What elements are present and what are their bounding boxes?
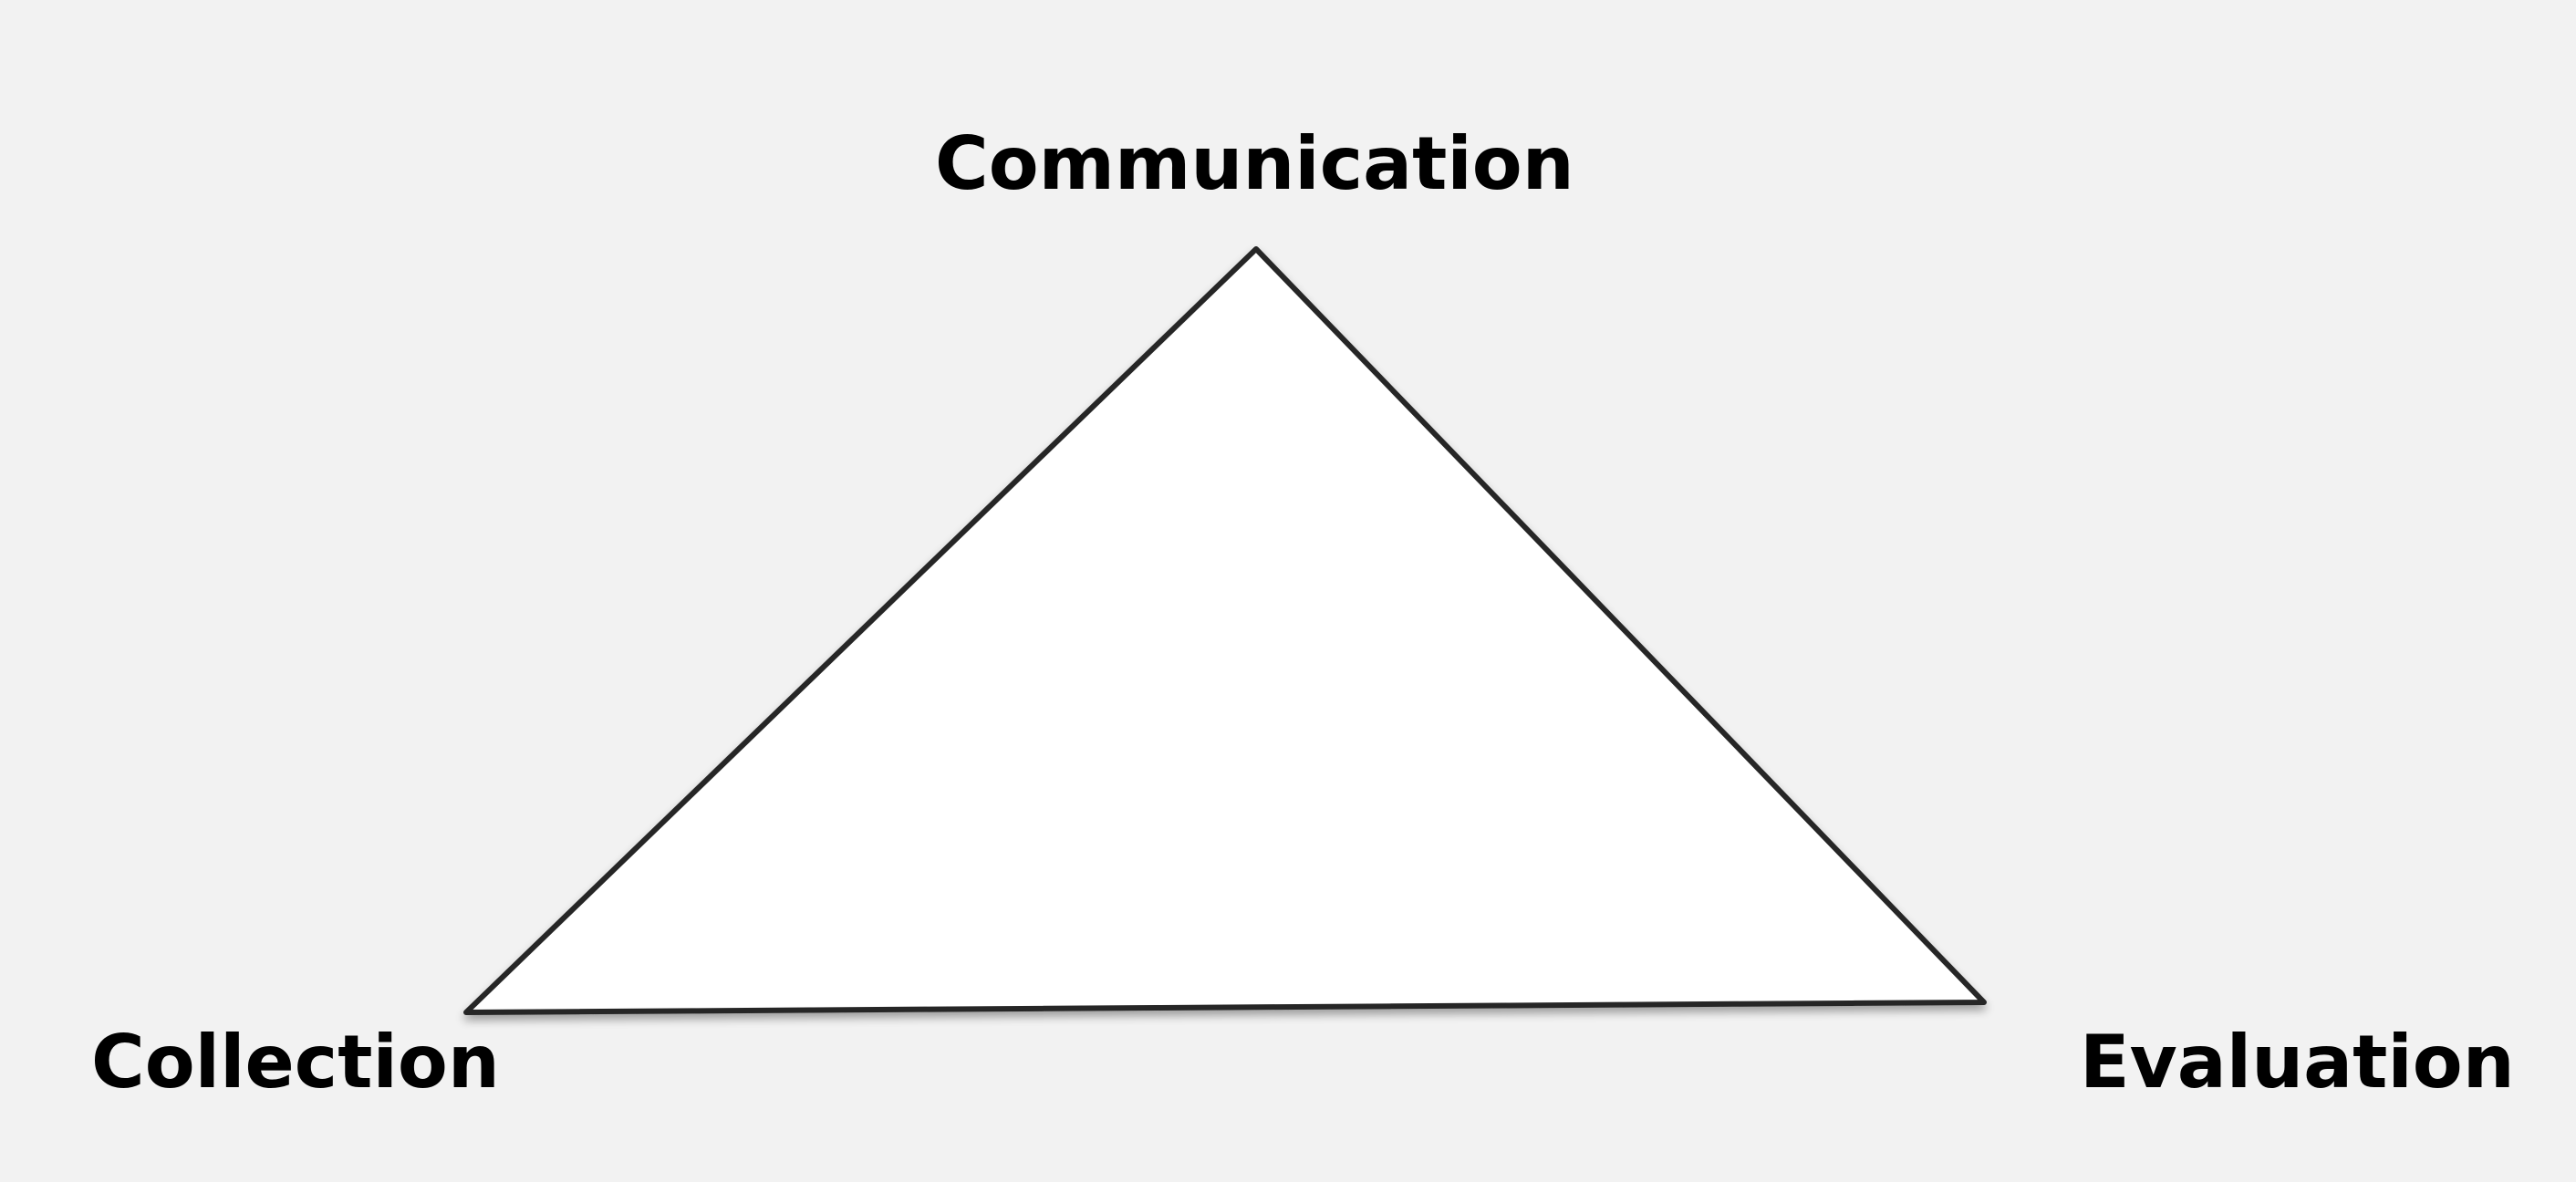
vertex-label-collection: Collection <box>91 1020 500 1104</box>
vertex-label-evaluation: Evaluation <box>2080 1020 2515 1104</box>
vertex-label-communication: Communication <box>935 121 1574 206</box>
triangle-shape <box>463 246 1987 1015</box>
